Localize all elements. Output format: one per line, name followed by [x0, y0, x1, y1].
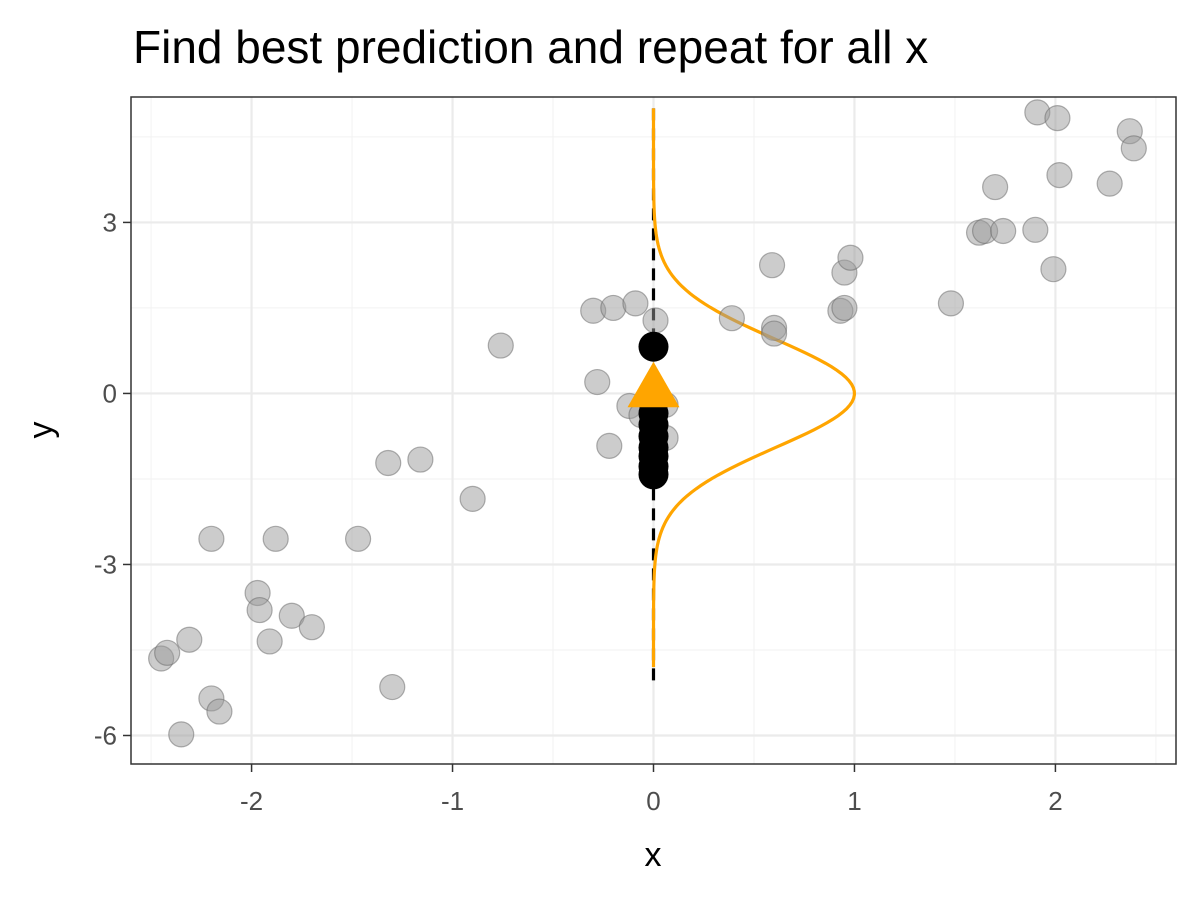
y-tick-label: -6: [94, 720, 117, 750]
scatter-point: [622, 290, 649, 317]
x-tick-label: -2: [240, 786, 263, 816]
density-curve: [651, 108, 857, 668]
highlight-point: [638, 459, 669, 490]
plot-panel: [130, 96, 1177, 765]
scatter-point: [246, 596, 273, 624]
x-tick-label: 1: [847, 786, 861, 816]
scatter-point: [642, 307, 669, 334]
scatter-point: [198, 525, 225, 552]
scatter-point: [168, 721, 195, 748]
y-tick-label: 3: [103, 207, 117, 237]
scatter-point: [758, 252, 786, 279]
y-tick-label: -3: [94, 549, 117, 579]
highlight-points-layer: [638, 331, 669, 490]
scatter-point: [1040, 256, 1067, 283]
scatter-point: [937, 290, 965, 317]
scatter-point: [1046, 162, 1073, 189]
prediction-layer: [627, 361, 680, 408]
scatter-point: [718, 305, 745, 332]
scatter-point: [831, 294, 858, 322]
y-tick-label: 0: [103, 378, 117, 408]
points-layer: [148, 99, 1147, 748]
scatter-point: [375, 449, 402, 477]
scatter-point: [176, 626, 203, 653]
scatter-point: [982, 173, 1009, 201]
scatter-point: [154, 639, 181, 666]
x-tick-label: -1: [441, 786, 464, 816]
x-tick-label: 2: [1048, 786, 1062, 816]
highlight-point: [638, 331, 669, 362]
scatter-point: [262, 525, 289, 552]
scatter-point: [256, 628, 283, 655]
scatter-point: [487, 332, 514, 359]
scatter-point: [584, 368, 611, 396]
scatter-point: [837, 244, 864, 271]
scatter-point: [990, 217, 1017, 245]
x-axis-title: x: [645, 836, 662, 874]
scatter-point: [600, 294, 627, 322]
scatter-point: [596, 432, 623, 459]
prediction-triangle: [627, 361, 680, 408]
scatter-point: [298, 614, 325, 641]
y-axis-title: y: [22, 422, 60, 439]
scatter-point: [1022, 216, 1049, 243]
scatter-point: [344, 525, 372, 552]
x-tick-label: 0: [646, 786, 660, 816]
scatter-point: [1120, 135, 1147, 162]
density-layer: [651, 108, 857, 668]
scatter-point: [278, 602, 305, 629]
scatter-point: [379, 673, 406, 701]
scatter-point: [1096, 170, 1123, 197]
chart-title: Find best prediction and repeat for all …: [133, 21, 928, 73]
scatter-point: [760, 320, 788, 347]
scatter-point: [1044, 104, 1071, 132]
axes: -2 -1 0 1 2 -6 -3 0 3: [94, 207, 1063, 816]
scatter-point: [206, 698, 233, 725]
scatter-point: [407, 446, 434, 473]
scatter-point: [459, 485, 486, 513]
